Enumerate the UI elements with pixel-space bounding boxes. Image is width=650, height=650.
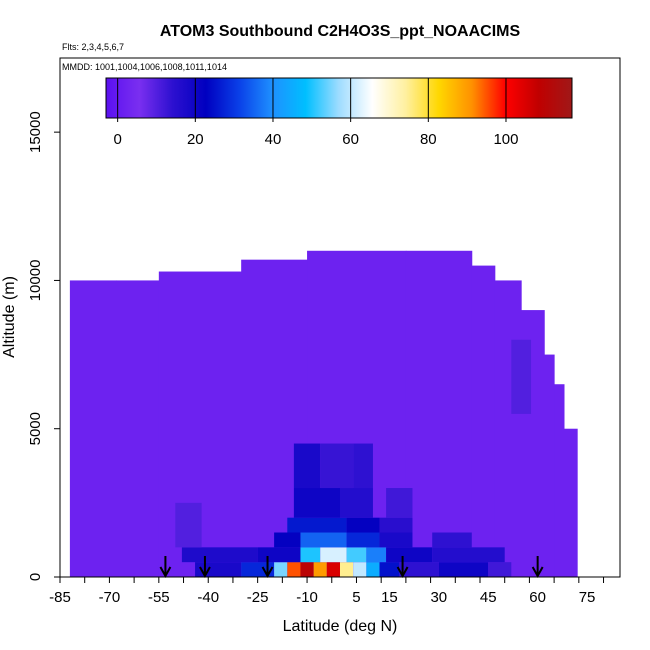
heatmap-background-cell — [405, 250, 473, 577]
x-tick-label: -25 — [247, 589, 269, 606]
heatmap-cell — [386, 547, 433, 563]
heatmap-cell — [366, 547, 387, 563]
heatmap-cell — [432, 547, 505, 563]
y-axis: 0 5000 10000 15000 — [27, 111, 60, 581]
x-axis-label: Latitude (deg N) — [283, 618, 398, 635]
heatmap-field — [69, 250, 578, 577]
heatmap-cell — [274, 562, 288, 577]
x-tick-label: 15 — [381, 589, 398, 606]
flight-arrows — [159, 556, 544, 579]
heatmap-background-cell — [494, 280, 522, 577]
heatmap-cell — [175, 502, 202, 548]
heatmap-cell — [320, 443, 354, 489]
colorbar-tick-label: 100 — [493, 131, 518, 148]
heatmap-cell — [300, 562, 314, 577]
x-tick-label: -70 — [99, 589, 121, 606]
y-tick-label: 5000 — [27, 412, 44, 445]
heatmap-background-cell — [69, 280, 117, 577]
heatmap-cell — [346, 532, 380, 548]
chart-title: ATOM3 Southbound C2H4O3S_ppt_NOAACIMS — [160, 23, 521, 40]
heatmap-cell — [511, 339, 532, 414]
flight-arrow-head — [396, 566, 409, 579]
heatmap-cell — [340, 488, 373, 518]
heatmap-cell — [293, 443, 321, 489]
heatmap-cell — [293, 488, 340, 518]
heatmap-cell — [181, 547, 258, 563]
heatmap-cell — [353, 562, 367, 577]
colorbar-tick-label: 40 — [265, 131, 282, 148]
heatmap-background-cell — [471, 265, 496, 577]
heatmap-cell — [366, 562, 380, 577]
colorbar-tick-label: 0 — [113, 131, 121, 148]
x-axis: -85 -70 -55 -40 -25 -10 5 15 30 45 60 75 — [49, 577, 605, 606]
heatmap-background-cell — [544, 354, 555, 577]
heatmap-cell — [353, 443, 373, 489]
heatmap-cell — [274, 532, 301, 548]
heatmap-cell — [386, 488, 413, 518]
y-axis-label: Altitude (m) — [1, 276, 18, 358]
y-tick-label: 15000 — [27, 111, 44, 153]
x-tick-label: 30 — [430, 589, 447, 606]
heatmap-background-cell — [116, 280, 160, 577]
heatmap-background-cell — [554, 384, 565, 577]
colorbar: 0 20 40 60 80 100 — [105, 77, 573, 148]
heatmap-cell — [287, 562, 301, 577]
x-tick-label: 5 — [352, 589, 360, 606]
flight-arrow-head — [261, 566, 274, 579]
heatmap-cell — [438, 562, 489, 577]
heatmap-cell — [300, 547, 321, 563]
x-tick-label: -85 — [49, 589, 71, 606]
x-tick-label: 60 — [529, 589, 546, 606]
flight-arrow-head — [159, 566, 172, 579]
flight-arrow-head — [531, 566, 544, 579]
plot-frame — [59, 57, 621, 578]
heatmap-cell — [488, 562, 512, 577]
heatmap-background-cell — [564, 428, 578, 577]
x-tick-label: -55 — [148, 589, 170, 606]
colorbar-gradient — [105, 77, 573, 119]
heatmap-cell — [313, 562, 327, 577]
x-tick-label: -10 — [296, 589, 318, 606]
x-tick-label: 75 — [579, 589, 596, 606]
y-tick-label: 10000 — [27, 260, 44, 302]
x-tick-label: 45 — [480, 589, 497, 606]
heatmap-cell — [287, 517, 347, 533]
colorbar-tick-label: 20 — [187, 131, 204, 148]
heatmap-cell — [379, 562, 400, 577]
heatmap-cell — [320, 547, 347, 563]
flight-arrow-head — [199, 566, 211, 579]
y-tick-label: 0 — [27, 573, 44, 581]
chart-subtitle-flights: Flts: 2,3,4,5,6,7 — [62, 42, 124, 52]
colorbar-tick-label: 80 — [420, 131, 437, 148]
heatmap-cell — [346, 517, 380, 533]
heatmap-cell — [346, 547, 367, 563]
heatmap-cell — [399, 562, 439, 577]
heatmap-cell — [379, 517, 413, 533]
heatmap-cell — [432, 532, 472, 548]
heatmap-cell — [300, 532, 347, 548]
heatmap-cell — [326, 562, 340, 577]
heatmap-cell — [257, 547, 301, 563]
x-tick-label: -40 — [197, 589, 219, 606]
chart-subtitle-dates: MMDD: 1001,1004,1006,1008,1011,1014 — [62, 62, 227, 72]
heatmap-cell — [379, 532, 413, 548]
colorbar-tick-label: 60 — [342, 131, 359, 148]
heatmap-cell — [340, 562, 354, 577]
